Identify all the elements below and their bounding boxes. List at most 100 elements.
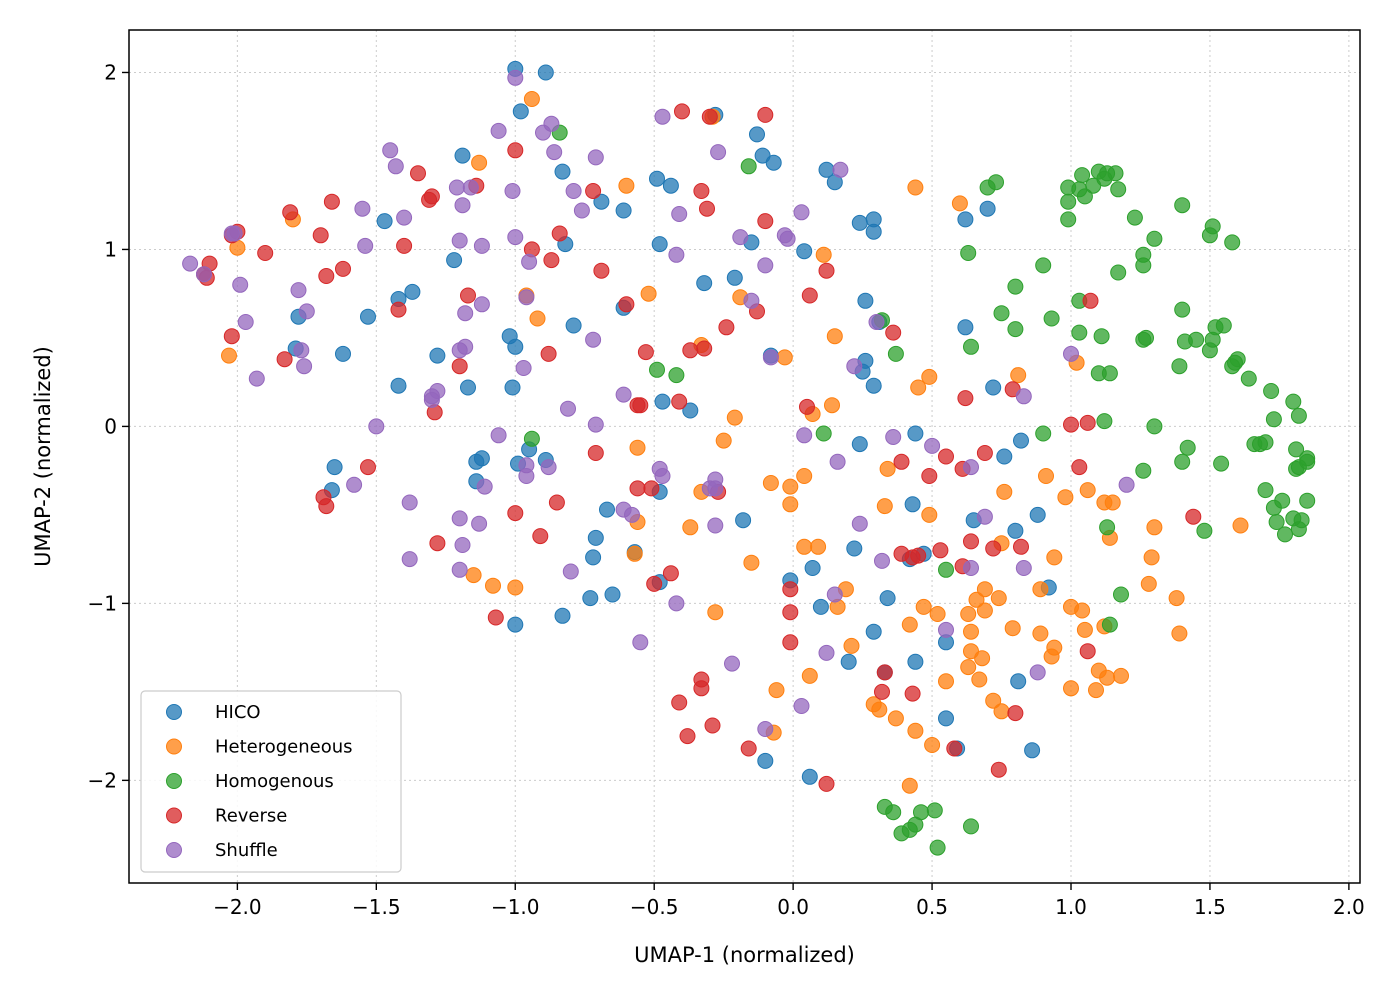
point-homogenous [1299, 492, 1316, 509]
point-hico [554, 607, 571, 624]
point-hico [907, 653, 924, 670]
point-reverse [740, 740, 757, 757]
point-homogenous [1113, 586, 1129, 603]
point-heterogeneous [996, 483, 1013, 500]
point-heterogeneous [815, 246, 832, 263]
point-shuffle [885, 429, 902, 445]
point-heterogeneous [879, 460, 896, 477]
point-homogenous [993, 305, 1010, 322]
point-shuffle [573, 202, 590, 219]
point-heterogeneous [826, 328, 843, 345]
point-shuffle [504, 183, 521, 199]
point-hico [682, 402, 699, 419]
point-hico [335, 345, 351, 362]
point-hico [360, 308, 376, 325]
x-tick-label: 1.5 [1194, 895, 1226, 919]
point-hico [979, 200, 996, 217]
point-heterogeneous [887, 710, 904, 727]
point-homogenous [1290, 459, 1307, 476]
point-reverse [679, 728, 696, 745]
point-heterogeneous [963, 623, 979, 640]
point-hico [512, 103, 529, 120]
point-reverse [757, 213, 774, 230]
point-shuffle [382, 142, 399, 159]
point-shuffle [924, 437, 941, 454]
point-hico [615, 202, 632, 219]
point-hico [726, 269, 743, 286]
point-reverse [674, 103, 690, 120]
point-homogenous [649, 361, 665, 378]
point-heterogeneous [968, 591, 985, 608]
legend-label-heterogeneous: Heterogeneous [215, 737, 353, 758]
point-heterogeneous [824, 397, 840, 414]
point-homogenous [1240, 370, 1257, 387]
point-shuffle [874, 552, 890, 569]
point-homogenous [1174, 301, 1191, 318]
point-shuffle [515, 360, 532, 376]
point-hico [801, 768, 818, 785]
point-homogenous [1204, 331, 1221, 348]
legend-label-homogenous: Homogenous [215, 771, 334, 792]
point-homogenous [740, 158, 757, 175]
point-homogenous [1071, 324, 1088, 341]
point-shuffle [535, 124, 551, 141]
point-reverse [876, 664, 893, 681]
point-homogenous [963, 818, 979, 835]
point-heterogeneous [915, 598, 932, 615]
point-reverse [1079, 643, 1096, 660]
point-hico [390, 377, 407, 394]
point-homogenous [1224, 358, 1241, 375]
point-shuffle [963, 459, 979, 476]
point-hico [1029, 506, 1046, 523]
point-homogenous [1174, 197, 1191, 214]
point-homogenous [1043, 310, 1060, 327]
point-hico [957, 319, 974, 336]
point-reverse [632, 397, 649, 414]
point-reverse [593, 262, 610, 279]
point-reverse [921, 468, 938, 484]
point-reverse [1013, 538, 1029, 555]
point-shuffle [451, 510, 468, 527]
point-heterogeneous [974, 650, 991, 667]
point-reverse [818, 775, 835, 792]
x-tick-label: −0.5 [630, 895, 679, 919]
point-homogenous [1224, 234, 1241, 251]
point-heterogeneous [960, 606, 977, 622]
legend-label-shuffle: Shuffle [215, 840, 278, 861]
point-heterogeneous [990, 590, 1007, 607]
point-heterogeneous [929, 606, 946, 622]
point-heterogeneous [1171, 625, 1188, 642]
point-homogenous [1288, 441, 1305, 458]
point-heterogeneous [1074, 602, 1091, 619]
point-hico [907, 425, 924, 442]
point-homogenous [1146, 418, 1163, 435]
point-heterogeneous [871, 701, 888, 718]
point-heterogeneous [1046, 549, 1063, 566]
point-hico [865, 377, 882, 394]
point-hico [507, 338, 524, 355]
point-heterogeneous [1140, 575, 1157, 592]
point-homogenous [1265, 499, 1282, 516]
point-homogenous [668, 367, 685, 384]
point-reverse [757, 106, 774, 123]
point-homogenous [815, 425, 832, 442]
point-hico [996, 448, 1013, 465]
point-shuffle [668, 595, 685, 612]
point-reverse [318, 268, 335, 284]
point-heterogeneous [507, 579, 524, 596]
point-homogenous [938, 561, 954, 578]
point-homogenous [1096, 413, 1113, 430]
point-shuffle [462, 179, 479, 196]
point-homogenous [1096, 170, 1113, 187]
point-reverse [671, 393, 688, 410]
x-tick-label: 2.0 [1333, 895, 1365, 919]
point-heterogeneous [629, 439, 646, 456]
point-reverse [257, 245, 274, 261]
point-reverse [782, 604, 799, 621]
point-homogenous [1263, 383, 1280, 399]
point-heterogeneous [776, 349, 793, 366]
point-heterogeneous [1063, 680, 1079, 697]
point-heterogeneous [471, 154, 488, 171]
point-hico [735, 512, 752, 529]
point-shuffle [457, 305, 474, 322]
